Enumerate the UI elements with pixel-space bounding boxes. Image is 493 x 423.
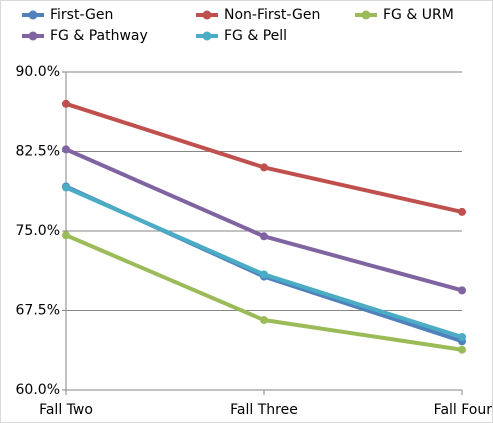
data-point: [260, 270, 268, 279]
series-line: [65, 233, 463, 352]
legend-label: Non-First-Gen: [224, 7, 320, 23]
data-point: [62, 231, 70, 240]
x-tick-label: Fall Two: [39, 402, 93, 418]
y-tick-label: 82.5%: [16, 144, 60, 160]
x-tick-label: Fall Three: [230, 402, 298, 418]
legend-marker: [361, 10, 371, 20]
data-point: [62, 99, 70, 108]
data-point: [62, 183, 70, 192]
data-point: [260, 232, 268, 241]
legend-marker: [202, 31, 212, 41]
y-tick-label: 90.0%: [16, 64, 60, 80]
x-tick-label: Fall Four: [434, 402, 493, 418]
legend-label: FG & Pell: [224, 28, 287, 44]
y-tick-label: 67.5%: [16, 303, 60, 319]
data-point: [458, 333, 466, 341]
data-point: [458, 207, 466, 216]
legend-label: FG & Pathway: [50, 28, 148, 44]
data-point: [62, 145, 70, 154]
legend-label: FG & URM: [383, 7, 454, 23]
y-tick-label: 60.0%: [16, 382, 60, 398]
legend-marker: [202, 10, 212, 20]
legend-label: First-Gen: [50, 7, 113, 23]
data-point: [260, 316, 268, 325]
y-tick-label: 75.0%: [16, 223, 60, 239]
data-point: [260, 163, 268, 172]
series-line: [65, 101, 463, 214]
legend-marker: [28, 31, 38, 41]
data-point: [458, 286, 466, 295]
data-point: [458, 345, 466, 354]
legend-marker: [28, 10, 38, 20]
